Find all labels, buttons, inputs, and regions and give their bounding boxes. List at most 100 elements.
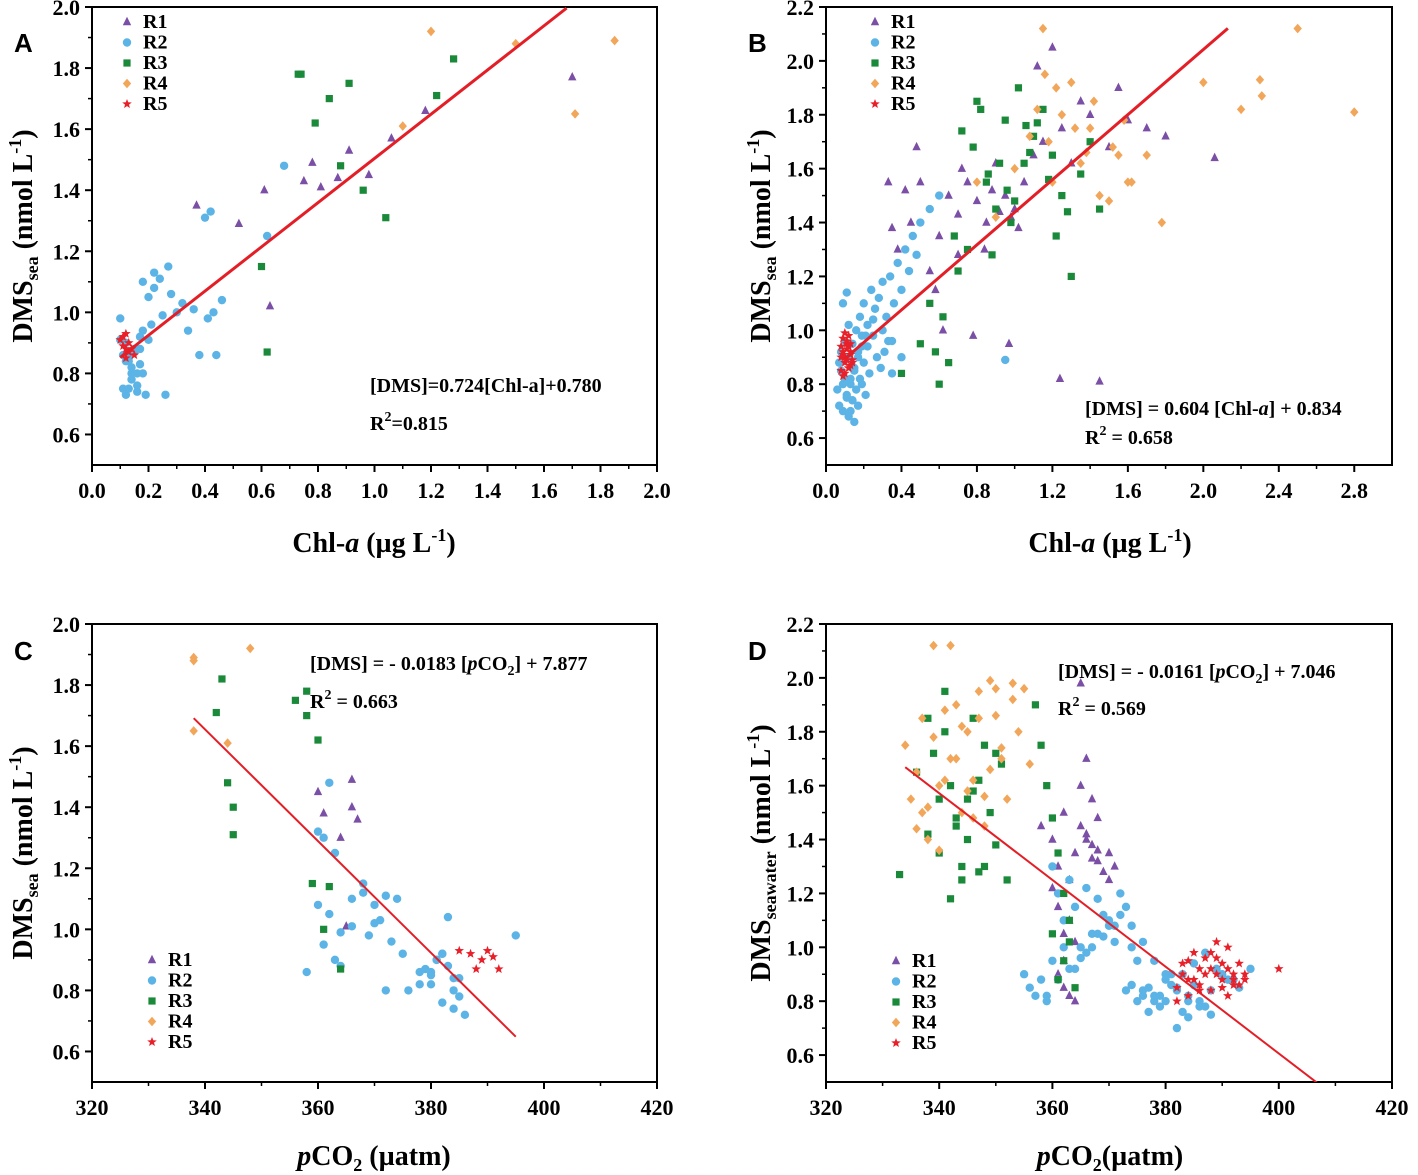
data-point-r4 bbox=[1142, 150, 1151, 160]
data-point-r3 bbox=[941, 687, 949, 695]
data-point-r4 bbox=[1040, 69, 1050, 80]
legend-label: R2 bbox=[143, 32, 167, 54]
data-point-r1 bbox=[963, 176, 972, 186]
x-tick-label: 400 bbox=[528, 1095, 561, 1120]
data-point-r1 bbox=[421, 105, 430, 115]
legend-item-r3: R3 bbox=[871, 52, 915, 74]
data-point-r3 bbox=[1001, 116, 1009, 124]
y-tick-label: 0.6 bbox=[53, 422, 81, 447]
legend-marker-r1 bbox=[147, 954, 157, 964]
data-point-r2 bbox=[347, 922, 357, 931]
data-point-r4 bbox=[1033, 104, 1042, 115]
data-point-r4 bbox=[1025, 131, 1034, 142]
series-r4 bbox=[189, 643, 255, 748]
data-point-r2 bbox=[1001, 355, 1010, 365]
data-point-r2 bbox=[1133, 956, 1142, 965]
data-point-r4 bbox=[929, 732, 938, 742]
data-point-r2 bbox=[164, 262, 173, 271]
data-point-r4 bbox=[985, 764, 995, 775]
data-point-r3 bbox=[359, 186, 367, 194]
data-point-r2 bbox=[347, 894, 357, 903]
data-point-r2 bbox=[166, 289, 176, 299]
series-r1 bbox=[1036, 678, 1119, 1005]
data-point-r5 bbox=[454, 945, 465, 955]
data-point-r5 bbox=[1228, 980, 1239, 990]
data-point-r1 bbox=[347, 774, 357, 783]
legend-item-r5: R5 bbox=[870, 93, 915, 115]
data-point-r2 bbox=[460, 1010, 470, 1020]
legend-item-r1: R1 bbox=[147, 949, 192, 971]
data-point-r1 bbox=[1033, 61, 1042, 70]
legend-item-r3: R3 bbox=[892, 991, 936, 1013]
data-point-r4 bbox=[991, 212, 1000, 222]
legend-item-r5: R5 bbox=[122, 93, 167, 115]
data-point-r2 bbox=[872, 353, 882, 362]
legend-label: R3 bbox=[912, 991, 936, 1013]
x-tick-label: 1.8 bbox=[587, 478, 615, 503]
y-tick-label: 0.6 bbox=[787, 1043, 815, 1068]
data-point-r3 bbox=[973, 97, 981, 105]
data-point-r5 bbox=[488, 951, 498, 961]
data-point-r2 bbox=[364, 931, 374, 940]
data-point-r3 bbox=[1014, 84, 1023, 92]
legend-label: R5 bbox=[168, 1031, 192, 1053]
data-point-r1 bbox=[980, 244, 989, 253]
data-point-r4 bbox=[901, 740, 910, 751]
data-point-r2 bbox=[217, 295, 227, 305]
legend-label: R1 bbox=[168, 949, 192, 971]
data-point-r3 bbox=[1007, 218, 1015, 227]
data-point-r5 bbox=[1211, 953, 1222, 963]
data-point-r4 bbox=[1199, 77, 1208, 88]
legend-marker-r2 bbox=[891, 977, 901, 986]
legend-marker-r3 bbox=[148, 997, 156, 1005]
data-point-r3 bbox=[229, 831, 237, 839]
series-r4 bbox=[972, 23, 1359, 228]
regression-equation: [DMS]=0.724[Chl-a]+0.780 bbox=[370, 375, 602, 397]
data-point-r3 bbox=[988, 251, 996, 259]
data-point-r1 bbox=[1076, 96, 1085, 105]
data-point-r5 bbox=[1200, 969, 1210, 979]
data-point-r5 bbox=[840, 368, 850, 378]
data-point-r1 bbox=[299, 175, 309, 185]
series-r3 bbox=[895, 687, 1079, 992]
data-point-r2 bbox=[1048, 862, 1057, 871]
data-point-r2 bbox=[200, 213, 210, 222]
data-point-r2 bbox=[158, 311, 167, 320]
data-point-r1 bbox=[308, 157, 317, 166]
data-point-r2 bbox=[853, 401, 863, 410]
data-point-r2 bbox=[141, 390, 150, 399]
data-point-r2 bbox=[195, 350, 204, 360]
panel-a: 0.0 0.2 0.4 0.6 0.8 1.0 1.2 1.4 1.6 1.8 2.0 0.6 0.8 1… bbox=[5, 0, 671, 559]
data-point-r1 bbox=[1087, 793, 1097, 803]
data-point-r2 bbox=[897, 353, 906, 362]
data-point-r3 bbox=[218, 675, 226, 683]
data-point-r3 bbox=[1058, 191, 1066, 200]
data-point-r4 bbox=[1104, 196, 1114, 206]
r-squared: R2 = 0.658 bbox=[1085, 424, 1173, 449]
legend-item-r3: R3 bbox=[123, 52, 167, 74]
data-point-r1 bbox=[995, 206, 1004, 215]
data-point-r2 bbox=[135, 360, 145, 369]
legend-label: R5 bbox=[143, 93, 167, 115]
y-tick-label: 1.4 bbox=[787, 211, 815, 236]
data-point-r2 bbox=[127, 375, 136, 384]
data-point-r1 bbox=[260, 185, 269, 194]
data-point-r2 bbox=[844, 412, 853, 421]
data-point-r2 bbox=[1184, 1013, 1193, 1022]
x-tick-label: 360 bbox=[1036, 1095, 1069, 1120]
data-point-r4 bbox=[997, 743, 1006, 753]
data-point-r2 bbox=[1087, 943, 1097, 952]
data-point-r2 bbox=[1116, 889, 1125, 898]
data-point-r5 bbox=[118, 331, 128, 341]
data-point-r2 bbox=[1206, 1010, 1216, 1019]
data-point-r3 bbox=[294, 70, 302, 78]
data-point-r4 bbox=[610, 35, 619, 46]
series-r5 bbox=[836, 327, 858, 381]
legend-marker-r1 bbox=[891, 955, 901, 965]
x-axis-label: Chl-a (µg L-1) bbox=[1028, 525, 1191, 559]
data-point-r3 bbox=[1065, 938, 1073, 946]
data-point-r2 bbox=[838, 406, 848, 416]
series-r3 bbox=[212, 675, 345, 973]
data-point-r2 bbox=[1167, 980, 1176, 990]
data-point-r3 bbox=[945, 359, 953, 367]
